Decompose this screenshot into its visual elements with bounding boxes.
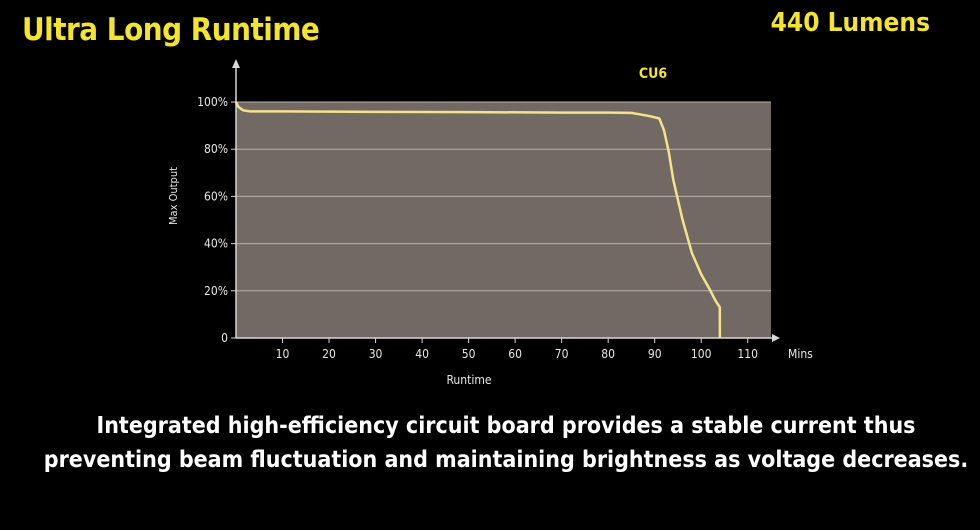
x-tick-label: 100 <box>691 347 712 361</box>
x-tick-label: 60 <box>508 347 522 361</box>
y-tick-label: 100% <box>197 95 228 109</box>
x-tick-label: 50 <box>462 347 476 361</box>
x-tick-label: 10 <box>276 347 290 361</box>
page-title: Ultra Long Runtime <box>22 12 320 48</box>
y-tick-label: 0 <box>221 331 228 345</box>
caption-line-1: Integrated high-efficiency circuit board… <box>96 413 916 439</box>
series-label: CU6 <box>639 66 667 82</box>
series-line-cu6 <box>234 101 722 339</box>
y-tick-label: 20% <box>204 284 228 298</box>
y-tick-label: 60% <box>204 189 228 203</box>
x-tick-label: 90 <box>648 347 662 361</box>
y-axis-arrow <box>232 59 240 68</box>
x-tick-label: 110 <box>737 347 758 361</box>
x-unit-label: Mins <box>788 347 813 361</box>
x-tick-label: 40 <box>415 347 429 361</box>
x-tick-label: 70 <box>555 347 569 361</box>
y-tick-label: 40% <box>204 237 228 251</box>
x-axis-arrow <box>772 334 780 342</box>
caption-line-2: preventing beam fluctuation and maintain… <box>43 447 969 473</box>
x-axis-title: Runtime <box>446 373 491 387</box>
plot-area <box>236 102 771 338</box>
lumens-label: 440 Lumens <box>770 8 930 38</box>
x-tick-label: 20 <box>322 347 336 361</box>
y-axis-title: Max Output <box>167 167 180 225</box>
x-tick-label: 80 <box>601 347 615 361</box>
y-tick-label: 80% <box>204 142 228 156</box>
x-tick-label: 30 <box>369 347 383 361</box>
